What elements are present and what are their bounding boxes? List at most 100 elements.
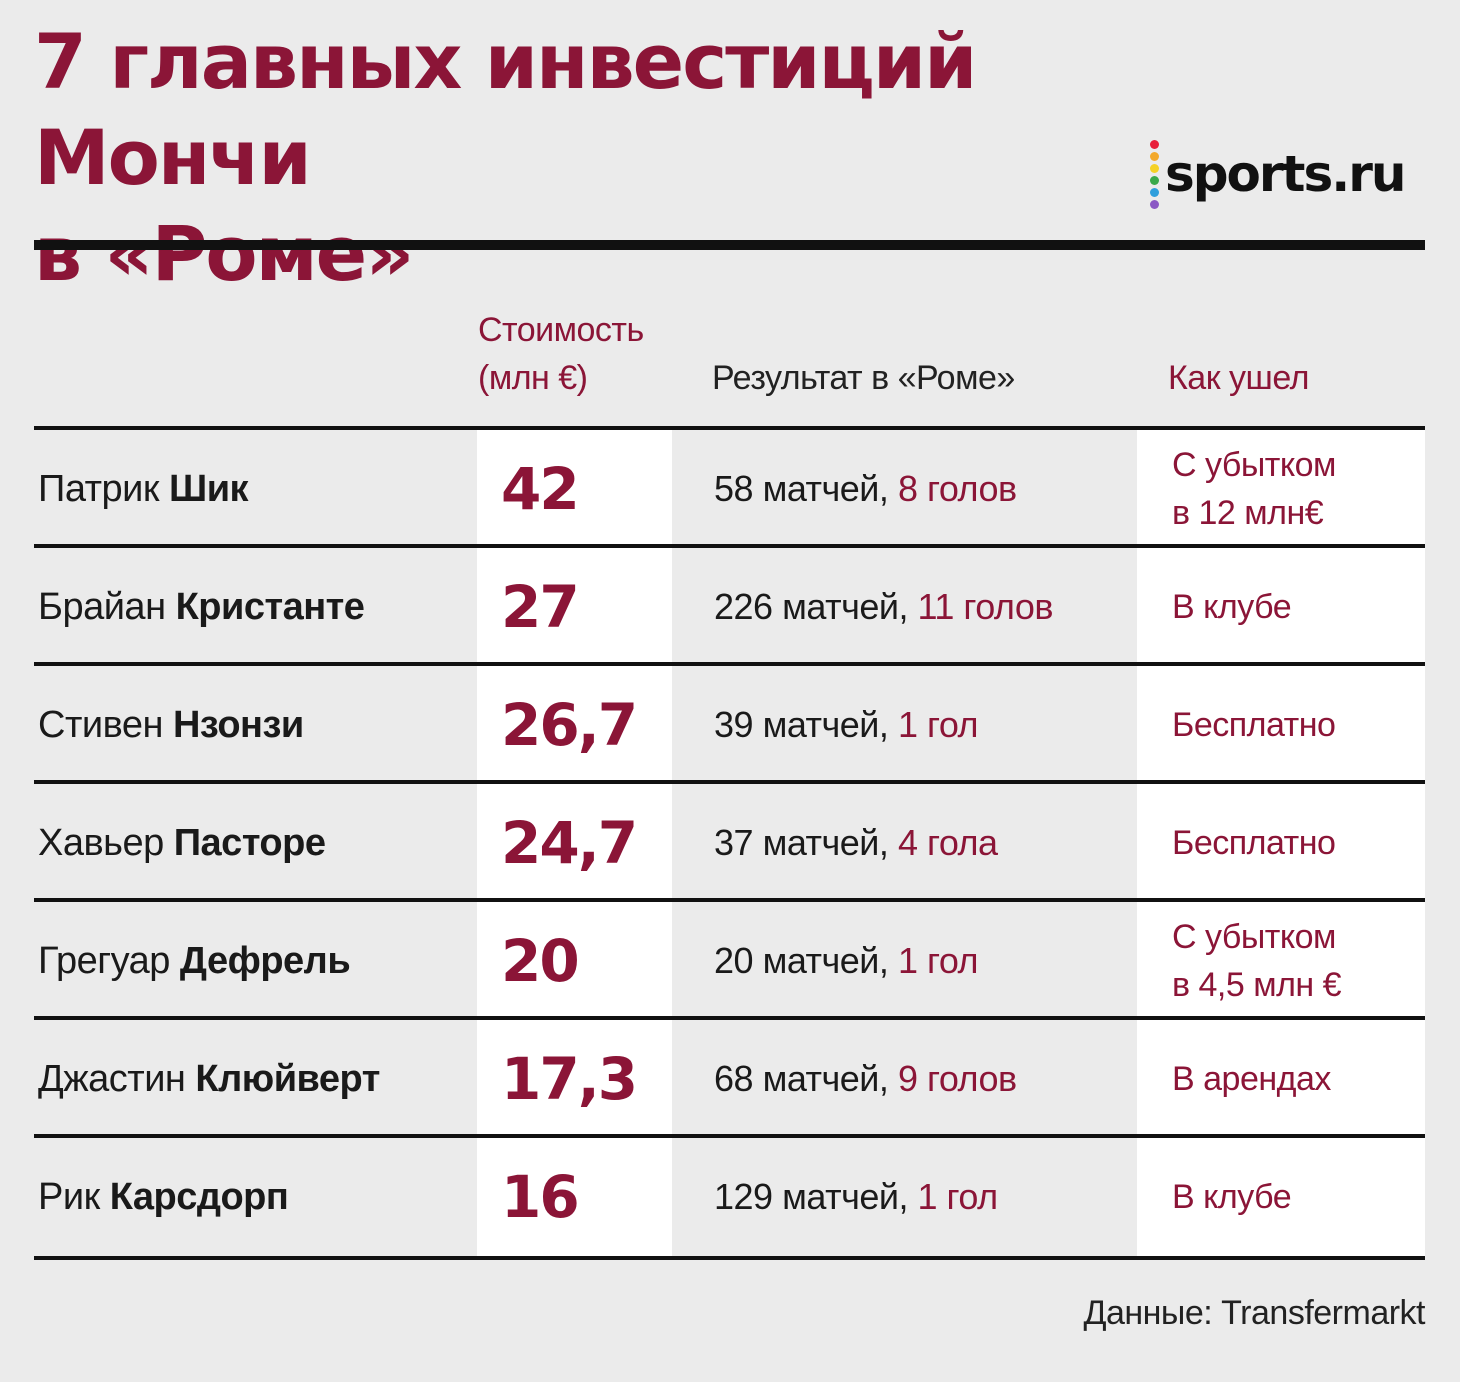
goals-label: голов — [926, 1058, 1017, 1099]
matches-label: матчей, — [782, 1176, 908, 1217]
result-in-roma: 39 матчей, 1 гол — [714, 666, 979, 784]
column-header-exit: Как ушел — [1168, 359, 1309, 397]
player-last-name: Шик — [169, 467, 249, 510]
player-last-name: Клюйверт — [195, 1057, 380, 1100]
exit-line-1: Бесплатно — [1172, 706, 1336, 744]
goals-count: 9 — [897, 1058, 918, 1099]
matches-count: 58 — [714, 468, 754, 509]
result-in-roma: 58 матчей, 8 голов — [714, 430, 1017, 548]
cost-header-line-1: Стоимость — [478, 311, 644, 349]
player-last-name: Кристанте — [175, 585, 365, 628]
matches-count: 39 — [714, 704, 754, 745]
logo-text: sports.ru — [1165, 145, 1406, 203]
transfer-cost: 26,7 — [501, 691, 638, 759]
result-in-roma: 37 матчей, 4 гола — [714, 784, 998, 902]
transfer-cost: 20 — [501, 927, 580, 995]
transfer-cost: 24,7 — [501, 809, 638, 877]
column-header-result: Результат в «Роме» — [712, 359, 1015, 397]
player-name: Джастин Клюйверт — [38, 1020, 380, 1138]
table-row: Патрик Шик 42 58 матчей, 8 голов С убытком в … — [34, 426, 1425, 548]
player-last-name: Карсдорп — [109, 1175, 289, 1218]
table-row: Грегуар Дефрель 20 20 матчей, 1 гол С убытко… — [34, 898, 1425, 1020]
logo-dot-0 — [1150, 139, 1159, 149]
logo-dot-4 — [1150, 187, 1159, 197]
exit-status: С убытком в 12 млн€ — [1172, 430, 1336, 548]
player-first-name: Джастин — [38, 1057, 186, 1100]
matches-count: 226 — [714, 586, 773, 627]
transfer-cost: 42 — [501, 455, 580, 523]
table-row: Брайан Кристанте 27 226 матчей, 11 голов В к… — [34, 544, 1425, 666]
title-line-2: в «Роме» — [34, 209, 414, 298]
matches-label: матчей, — [762, 468, 889, 509]
player-first-name: Хавьер — [38, 821, 164, 864]
exit-line-1: С убытком — [1172, 918, 1336, 956]
exit-line-2: в 12 млн€ — [1172, 494, 1324, 532]
goals-label: гол — [926, 940, 979, 981]
result-in-roma: 68 матчей, 9 голов — [714, 1020, 1017, 1138]
matches-count: 20 — [714, 940, 754, 981]
sports-ru-logo[interactable]: sports.ru — [1150, 139, 1406, 209]
exit-status: Бесплатно — [1172, 784, 1336, 902]
cost-header-line-2: (млн €) — [478, 359, 588, 397]
logo-dot-2 — [1150, 163, 1159, 173]
goals-label: гол — [946, 1176, 999, 1217]
exit-line-1: С убытком — [1172, 446, 1336, 484]
cost-column-band — [477, 430, 672, 1258]
matches-label: матчей, — [782, 586, 908, 627]
table-row: Хавьер Пасторе 24,7 37 матчей, 4 гола Беспла… — [34, 780, 1425, 902]
player-first-name: Рик — [38, 1175, 100, 1218]
matches-count: 37 — [714, 822, 754, 863]
page-title: 7 главных инвестиций Мончи в «Роме» — [34, 14, 1184, 302]
goals-count: 1 — [897, 940, 918, 981]
player-last-name: Нзонзи — [172, 703, 304, 746]
matches-count: 68 — [714, 1058, 754, 1099]
player-first-name: Брайан — [38, 585, 166, 628]
exit-line-2: в 4,5 млн € — [1172, 966, 1342, 1004]
player-first-name: Патрик — [38, 467, 160, 510]
matches-count: 129 — [714, 1176, 773, 1217]
header-divider — [34, 240, 1425, 250]
transfer-cost: 16 — [501, 1163, 580, 1231]
matches-label: матчей, — [762, 704, 889, 745]
logo-dot-1 — [1150, 151, 1159, 161]
table-row: Джастин Клюйверт 17,3 68 матчей, 9 голов В а… — [34, 1016, 1425, 1138]
logo-dot-3 — [1150, 175, 1159, 185]
exit-line-1: В клубе — [1172, 1178, 1292, 1216]
player-first-name: Грегуар — [38, 939, 170, 982]
logo-dots-icon — [1150, 139, 1159, 209]
transfer-cost: 27 — [501, 573, 580, 641]
goals-count: 4 — [897, 822, 918, 863]
player-name: Стивен Нзонзи — [38, 666, 304, 784]
goals-count: 11 — [917, 586, 954, 627]
exit-status: В клубе — [1172, 548, 1292, 666]
result-in-roma: 226 матчей, 11 голов — [714, 548, 1053, 666]
result-in-roma: 20 матчей, 1 гол — [714, 902, 979, 1020]
result-in-roma: 129 матчей, 1 гол — [714, 1138, 998, 1256]
goals-count: 1 — [917, 1176, 937, 1217]
title-line-1: 7 главных инвестиций Мончи — [34, 17, 977, 202]
goals-label: гола — [926, 822, 998, 863]
data-source-note: Данные: Transfermarkt — [1083, 1294, 1425, 1332]
player-name: Хавьер Пасторе — [38, 784, 326, 902]
transfer-cost: 17,3 — [501, 1045, 638, 1113]
matches-label: матчей, — [762, 1058, 889, 1099]
exit-status: Бесплатно — [1172, 666, 1336, 784]
player-name: Брайан Кристанте — [38, 548, 365, 666]
goals-count: 1 — [897, 704, 918, 745]
player-last-name: Пасторе — [173, 821, 326, 864]
player-name: Рик Карсдорп — [38, 1138, 289, 1256]
goals-label: голов — [926, 468, 1017, 509]
matches-label: матчей, — [762, 940, 889, 981]
player-first-name: Стивен — [38, 703, 163, 746]
exit-status: В арендах — [1172, 1020, 1331, 1138]
exit-status: В клубе — [1172, 1138, 1292, 1256]
logo-dot-5 — [1150, 199, 1159, 209]
goals-count: 8 — [897, 468, 918, 509]
column-header-cost: Стоимость (млн €) — [478, 306, 644, 402]
exit-column-band — [1137, 430, 1425, 1258]
player-name: Патрик Шик — [38, 430, 249, 548]
table-row: Рик Карсдорп 16 129 матчей, 1 гол В клубе — [34, 1134, 1425, 1260]
exit-line-1: В арендах — [1172, 1060, 1331, 1098]
table-row: Стивен Нзонзи 26,7 39 матчей, 1 гол Бесплатн… — [34, 662, 1425, 784]
goals-label: гол — [926, 704, 979, 745]
